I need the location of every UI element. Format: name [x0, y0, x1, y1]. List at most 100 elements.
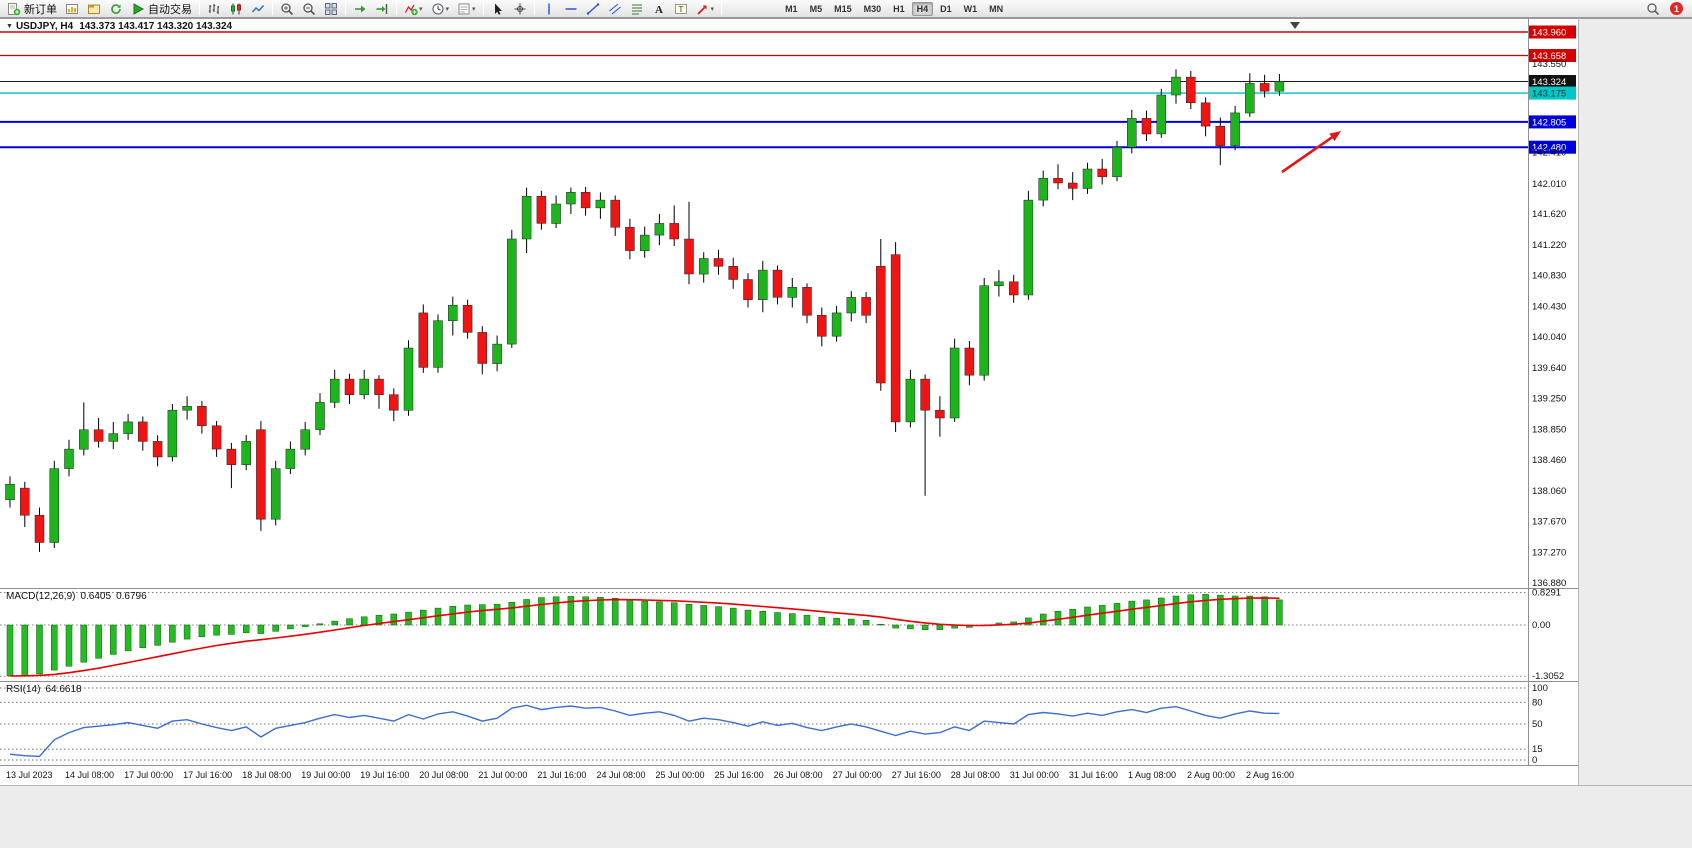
dropdown-arrow-icon: ▾ — [472, 5, 476, 13]
candle-body — [846, 297, 857, 314]
time-label: 21 Jul 16:00 — [537, 770, 586, 780]
candle-body — [315, 402, 325, 430]
rsi-level-label: 15 — [1532, 744, 1543, 755]
refresh-button[interactable] — [106, 1, 126, 17]
search-button[interactable] — [1643, 1, 1663, 17]
timeframe-h1[interactable]: H1 — [893, 3, 905, 14]
macd-histogram-bar — [567, 596, 575, 626]
timeframe-m1[interactable]: M1 — [785, 3, 798, 14]
candle-body — [595, 199, 606, 209]
auto-trading-button[interactable]: 自动交易 — [128, 1, 195, 17]
chart-collapse-icon[interactable]: ▼ — [6, 23, 13, 30]
price-tick-label: 142.410 — [1532, 148, 1566, 159]
candle-body — [698, 258, 709, 275]
candle-body — [1186, 76, 1196, 104]
candle-body — [462, 304, 473, 333]
fibonacci-button[interactable] — [627, 1, 647, 17]
candle-body — [610, 199, 620, 228]
svg-text:A: A — [655, 4, 663, 16]
price-tick-label: 138.460 — [1532, 455, 1566, 466]
macd-histogram-bar — [331, 620, 338, 626]
arrow-annotation-shaft[interactable] — [1281, 136, 1333, 174]
macd-signal-line — [9, 597, 1280, 677]
templates-button[interactable]: ▾ — [454, 1, 479, 17]
rsi-value: 64.6618 — [45, 684, 82, 695]
notification-badge[interactable]: 1 — [1670, 2, 1683, 15]
timeframe-m30[interactable]: M30 — [863, 3, 882, 14]
crosshair-button[interactable] — [510, 1, 530, 17]
macd-histogram-bar — [892, 624, 899, 629]
macd-histogram-bar — [360, 616, 368, 626]
trendline-button[interactable] — [583, 1, 603, 17]
horizontal-line-button[interactable] — [561, 1, 581, 17]
chart-ohlc-values: 143.373 143.417 143.320 143.324 — [79, 21, 233, 32]
macd-axis-label: -1.3052 — [1532, 671, 1564, 682]
auto-scroll-button[interactable] — [350, 1, 370, 17]
price-tick-label: 137.670 — [1532, 517, 1566, 528]
candle-body — [241, 441, 251, 465]
macd-histogram-bar — [848, 618, 855, 626]
charts-button[interactable] — [62, 1, 82, 17]
channel-button[interactable] — [605, 1, 625, 17]
candle-body — [551, 203, 561, 224]
timeframe-w1[interactable]: W1 — [963, 3, 978, 14]
macd-axis-label: 0.00 — [1532, 620, 1551, 631]
dropdown-arrow-icon: ▾ — [445, 5, 450, 13]
macd-histogram-bar — [65, 624, 73, 667]
candle-body — [1200, 102, 1211, 127]
chart-title: ▼ USDJPY, H4 143.373 143.417 143.320 143.3… — [6, 21, 232, 32]
candle-body — [669, 223, 679, 240]
z-in-icon — [281, 2, 294, 15]
chart-shift-button[interactable] — [372, 1, 392, 17]
indicators-button[interactable]: ▾ — [401, 1, 426, 17]
bar-chart-button[interactable] — [204, 1, 224, 17]
profiles-button[interactable] — [84, 1, 104, 17]
arrow-annotation[interactable] — [1281, 131, 1341, 174]
macd-histogram-bar — [611, 598, 619, 626]
arrows-button[interactable]: ▾ — [693, 1, 718, 17]
price-badge — [1529, 86, 1576, 100]
timeframe-mn[interactable]: MN — [989, 3, 1004, 14]
rsi-indicator-label: RSI(14) 64.6618 — [6, 684, 82, 695]
timeframe-m5[interactable]: M5 — [809, 3, 823, 14]
line-chart-button[interactable] — [248, 1, 268, 17]
price-badge-label: 143.324 — [1532, 77, 1566, 88]
candle-body — [1171, 76, 1181, 96]
candle-body — [1230, 112, 1240, 146]
timeframe-d1[interactable]: D1 — [940, 3, 952, 14]
macd-histogram-bar — [774, 612, 781, 626]
candle-body — [300, 429, 310, 450]
price-badge-label: 143.175 — [1532, 89, 1566, 100]
macd-histogram-bar — [626, 599, 634, 626]
zoom-out-button[interactable] — [299, 1, 319, 17]
label-button[interactable]: T — [671, 1, 691, 17]
candle-body — [625, 227, 635, 251]
candle-body — [1082, 168, 1093, 189]
vertical-line-button[interactable] — [539, 1, 559, 17]
periods-button[interactable]: ▾ — [428, 1, 453, 17]
macd-histogram-bar — [95, 624, 102, 659]
cursor-button[interactable] — [488, 1, 508, 17]
arrow-annotation-head[interactable] — [1329, 131, 1341, 141]
price-badge-label: 142.805 — [1532, 117, 1566, 128]
rsi-level-label: 80 — [1532, 697, 1543, 708]
zoom-in-button[interactable] — [277, 1, 297, 17]
timeframe-h4[interactable]: H4 — [911, 1, 934, 16]
timeframe-m15[interactable]: M15 — [834, 3, 852, 14]
new-order-button[interactable]: 新订单 — [4, 1, 60, 17]
text-button[interactable]: A — [649, 1, 669, 17]
macd-histogram-bar — [700, 605, 707, 626]
tile-windows-button[interactable] — [321, 1, 341, 17]
rsi-line — [9, 704, 1280, 758]
candle-chart-button[interactable] — [226, 1, 246, 17]
candle-body — [802, 287, 812, 316]
candle-body — [1112, 146, 1122, 178]
macd-histogram-bar — [375, 614, 383, 626]
time-axis: 13 Jul 2023 14 Jul 08:00 17 Jul 00:00 17 Ju… — [6, 770, 1294, 780]
macd-histogram-bar — [449, 605, 457, 626]
price-tick-label: 143.550 — [1532, 59, 1566, 70]
time-label: 13 Jul 2023 — [6, 770, 53, 780]
chart-shift-marker[interactable] — [1290, 22, 1300, 29]
hline-icon — [565, 7, 577, 10]
